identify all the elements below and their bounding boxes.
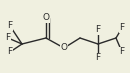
Text: F: F [7, 48, 13, 57]
Text: O: O [43, 14, 50, 22]
Text: F: F [119, 48, 125, 57]
Text: F: F [5, 34, 11, 42]
Text: F: F [119, 24, 125, 32]
Text: F: F [7, 22, 13, 31]
Text: O: O [60, 44, 67, 52]
Text: F: F [95, 25, 101, 35]
Text: F: F [95, 54, 101, 62]
